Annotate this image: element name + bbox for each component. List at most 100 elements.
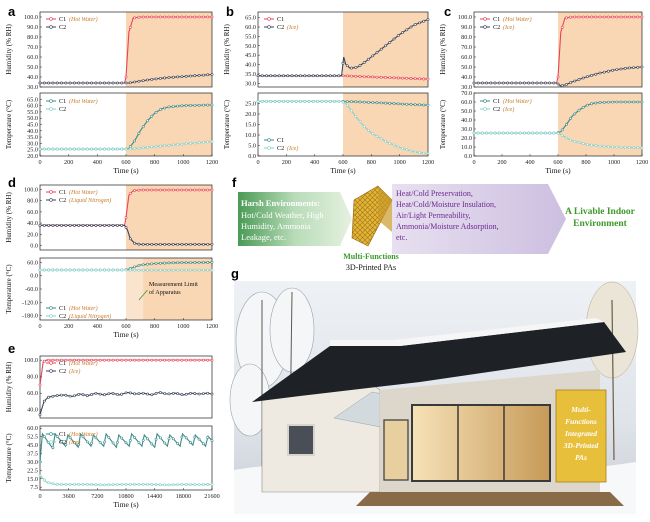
series-marker-C1	[367, 75, 370, 79]
series-marker-C2	[476, 131, 480, 135]
series-marker-C1	[189, 261, 192, 264]
y-tick-label: 10.0	[461, 144, 472, 151]
panel-g: g	[229, 266, 639, 514]
series-marker-C2	[210, 73, 214, 76]
series-marker-C2	[141, 242, 145, 246]
series-marker-C2	[350, 109, 353, 113]
y-tick-label: 100.0	[24, 14, 38, 21]
series-marker-C1	[210, 358, 214, 362]
series-marker-C2	[418, 21, 421, 25]
series-marker-C1	[619, 15, 623, 19]
series-marker-C2	[573, 79, 577, 83]
series-marker-C1	[55, 434, 59, 438]
series-marker-C1	[206, 188, 210, 192]
series-marker-C2	[120, 223, 124, 227]
series-marker-C1	[405, 102, 409, 106]
series-marker-C2	[171, 483, 175, 487]
series-marker-C2	[256, 100, 260, 103]
series-marker-C1	[73, 441, 76, 445]
series-marker-C1	[163, 358, 167, 362]
series-marker-C2	[85, 147, 89, 151]
y-tick-label: 10.0	[245, 132, 256, 139]
series-marker-C2	[193, 242, 197, 246]
legend-label: C2	[59, 24, 66, 31]
series-marker-C2	[167, 268, 171, 272]
series-marker-C2	[90, 223, 94, 227]
series-marker-C1	[141, 15, 145, 19]
series-marker-C2	[141, 146, 145, 150]
series-marker-C1	[81, 358, 85, 362]
series-marker-C2	[328, 74, 332, 78]
series-marker-C2	[51, 147, 55, 151]
series-marker-C2	[60, 268, 63, 272]
series-marker-C1	[163, 441, 167, 445]
series-marker-C1	[171, 188, 175, 192]
series-marker-C2	[55, 268, 59, 272]
y-tick-label: 15.0	[245, 122, 256, 129]
y-tick-label: 70.0	[27, 44, 38, 51]
legend-label: C1	[59, 305, 66, 312]
legend-note: (Hot Water)	[69, 189, 98, 196]
x-axis-label: Time (s)	[113, 166, 139, 175]
series-marker-C2	[107, 483, 111, 487]
x-tick-label: 3600	[62, 493, 74, 500]
x-tick-label: 1200	[636, 159, 648, 166]
series-marker-C1	[413, 103, 417, 107]
series-marker-C2	[128, 147, 132, 151]
series-marker-C2	[73, 482, 76, 486]
series-marker-C2	[111, 147, 115, 151]
functions-arrow	[392, 184, 566, 254]
legend-marker	[483, 107, 487, 111]
series-marker-C2	[51, 482, 55, 486]
series-marker-C2	[401, 147, 404, 150]
series-marker-C2	[68, 147, 72, 151]
series-marker-C1	[103, 358, 106, 362]
series-marker-C2	[615, 68, 619, 72]
annotation-line-2: of Apparatus	[149, 289, 181, 296]
series-marker-C2	[81, 223, 85, 227]
series-marker-C1	[171, 437, 175, 441]
series-marker-C1	[189, 188, 192, 192]
series-marker-C2	[316, 74, 319, 78]
legend-label: C2	[277, 145, 284, 152]
series-marker-C2	[286, 100, 290, 103]
series-marker-C1	[64, 358, 68, 362]
series-marker-C2	[581, 142, 585, 145]
series-marker-C1	[107, 358, 111, 362]
series-marker-C2	[42, 223, 46, 227]
series-marker-C1	[345, 100, 349, 103]
subplot-b-top: 30.0 35.0 40.0 45.0 50.0 55.0 60.0 65.0 Humidity…	[223, 11, 430, 88]
series-marker-C1	[367, 100, 370, 104]
series-marker-C2	[124, 81, 128, 85]
series-marker-C1	[362, 100, 366, 104]
series-marker-C2	[38, 474, 42, 477]
legend-label: C2	[59, 197, 66, 204]
series-marker-C2	[581, 76, 585, 80]
series-marker-C1	[154, 15, 158, 19]
series-marker-C2	[623, 67, 627, 70]
series-marker-C2	[55, 81, 59, 85]
series-marker-C1	[64, 443, 68, 447]
y-tick-label: 80.0	[461, 34, 472, 41]
series-marker-C2	[167, 483, 171, 487]
series-marker-C2	[55, 223, 59, 227]
series-marker-C1	[345, 74, 349, 78]
series-marker-C2	[38, 223, 42, 227]
series-marker-C2	[163, 392, 167, 395]
series-marker-C2	[180, 268, 184, 272]
legend-marker	[267, 138, 271, 142]
series-marker-C1	[201, 358, 205, 362]
series-marker-C2	[324, 74, 328, 78]
panel-label-g: g	[231, 266, 239, 281]
legend-marker	[49, 440, 53, 444]
series-marker-C1	[167, 105, 171, 109]
series-marker-C1	[565, 123, 568, 126]
series-marker-C1	[180, 435, 184, 439]
func-line-2: Heat/Cold/Moisture Insulation,	[396, 200, 496, 209]
x-tick-label: 800	[150, 159, 159, 166]
y-tick-label: 90.0	[461, 24, 472, 31]
series-marker-C2	[42, 268, 46, 272]
series-marker-C2	[286, 74, 290, 78]
harsh-environment-arrow	[238, 192, 352, 246]
